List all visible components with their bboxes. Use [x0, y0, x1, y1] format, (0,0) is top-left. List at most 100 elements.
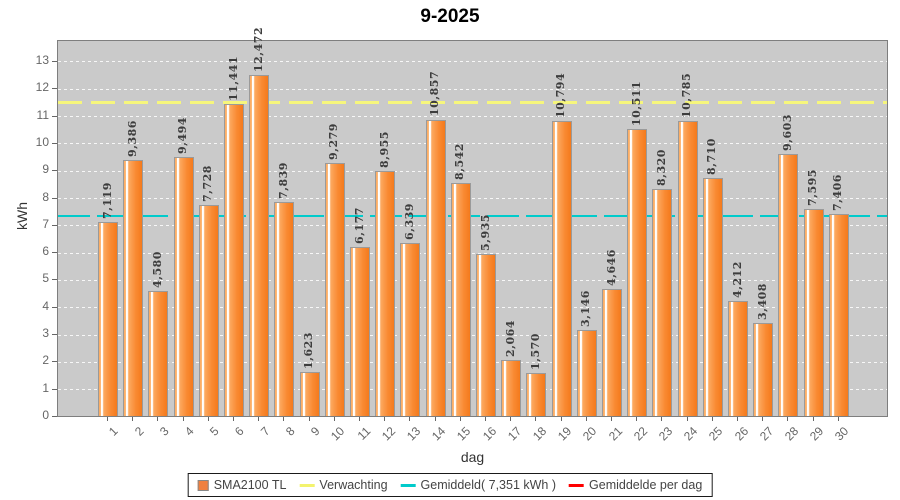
bar-day-26: [728, 300, 748, 416]
x-axis-tick-label: 30: [832, 424, 852, 444]
x-axis-tick: [434, 417, 436, 421]
y-axis-tick-label: 1: [42, 380, 49, 395]
bar-value-label: 7,728: [201, 164, 215, 202]
bar-day-12: [375, 171, 396, 416]
y-axis-title: kWh: [14, 202, 30, 230]
x-axis-tick: [132, 417, 134, 421]
bar-value-label: 4,580: [150, 250, 164, 288]
x-axis-tick-label: 18: [529, 424, 550, 444]
x-axis-tick-label: 22: [630, 424, 651, 444]
bar-value-label: 5,935: [478, 213, 492, 251]
y-axis-tick-label: 8: [42, 189, 49, 204]
y-axis-tick: [52, 334, 57, 336]
x-axis-tick-label: 28: [781, 424, 802, 444]
x-axis-tick-label: 23: [655, 424, 676, 444]
x-axis-tick-label: 14: [429, 424, 449, 444]
x-axis-tick: [207, 417, 209, 421]
x-axis-tick: [459, 417, 461, 421]
y-axis-tick-label: 11: [36, 107, 49, 122]
bar-value-label: 7,119: [100, 181, 114, 219]
chart-title: 9-2025: [420, 6, 480, 27]
bar-value-label: 9,386: [125, 119, 139, 157]
x-axis-tick: [384, 417, 386, 421]
legend-item: Gemiddelde per dag: [569, 478, 702, 492]
bar-day-4: [173, 156, 194, 416]
bar-day-8: [274, 201, 295, 416]
x-axis-tick: [359, 417, 360, 421]
bar-day-22: [627, 128, 648, 416]
x-axis-tick-label: 19: [555, 424, 575, 444]
bar-value-label: 2,064: [503, 319, 517, 357]
legend-label: SMA2100 TL: [213, 478, 287, 492]
gridline: [58, 88, 887, 90]
bar-day-11: [350, 247, 370, 416]
bar-value-label: 9,603: [780, 113, 794, 151]
y-axis-tick-label: 2: [42, 353, 49, 368]
legend-item: SMA2100 TL: [197, 478, 287, 492]
bar-value-label: 4,646: [604, 249, 618, 287]
x-axis-tick: [157, 417, 159, 421]
bar-value-label: 8,710: [705, 138, 719, 176]
x-axis-tick: [258, 417, 260, 421]
gridline: [58, 225, 887, 227]
x-axis-tick: [762, 417, 764, 421]
bar-day-13: [400, 242, 421, 416]
x-axis-tick: [485, 417, 486, 421]
y-axis-tick: [52, 197, 57, 199]
bar-day-1: [98, 221, 118, 416]
bar-value-label: 6,339: [402, 202, 416, 240]
x-axis-tick-label: 26: [731, 424, 751, 444]
x-axis-tick-label: 15: [454, 424, 474, 444]
x-axis-tick: [333, 417, 335, 421]
x-axis-tick: [182, 417, 184, 421]
bar-value-label: 3,146: [579, 290, 593, 328]
y-axis-tick-label: 3: [42, 326, 49, 341]
legend-label: Gemiddeld( 7,351 kWh ): [420, 478, 557, 492]
x-axis-tick: [308, 417, 310, 421]
x-axis-tick: [611, 417, 612, 421]
x-axis-title: dag: [460, 449, 485, 465]
bar-value-label: 11,441: [226, 55, 240, 101]
y-axis-tick-label: 12: [35, 80, 49, 95]
x-axis-tick-label: 24: [681, 424, 701, 444]
bar-day-2: [123, 159, 144, 416]
x-axis-tick-label: 5: [207, 424, 222, 439]
x-axis-tick: [409, 417, 411, 421]
legend-label: Gemiddelde per dag: [589, 478, 703, 492]
bar-day-16: [476, 253, 496, 416]
gridline: [58, 143, 887, 145]
bar-day-25: [702, 178, 723, 416]
x-axis-tick: [510, 417, 512, 421]
legend-item: Verwachting: [299, 478, 388, 492]
bar-day-7: [249, 75, 270, 416]
bar-value-label: 7,406: [831, 173, 845, 211]
y-axis-tick: [52, 88, 57, 90]
y-axis-tick-label: 4: [42, 298, 49, 313]
legend-square-swatch: [197, 479, 209, 491]
x-axis-tick: [812, 417, 814, 421]
bar-value-label: 9,279: [327, 122, 341, 160]
bar-value-label: 8,955: [377, 131, 391, 169]
x-axis-tick-label: 13: [403, 424, 424, 444]
gridline: [58, 389, 887, 391]
y-axis-tick: [52, 306, 57, 308]
x-axis-tick-label: 21: [605, 424, 625, 444]
gridline: [58, 170, 887, 172]
x-axis-tick: [560, 417, 562, 421]
y-axis-tick-label: 9: [42, 162, 49, 177]
y-axis-tick-label: 13: [35, 52, 49, 67]
gridline: [58, 61, 887, 63]
y-axis-tick: [52, 361, 57, 363]
legend-item: Gemiddeld( 7,351 kWh ): [400, 478, 557, 492]
y-axis-tick: [52, 142, 57, 144]
gridline: [58, 116, 887, 118]
bar-value-label: 1,570: [528, 333, 542, 371]
x-axis-tick-label: 10: [328, 424, 348, 444]
y-axis-tick: [52, 388, 57, 390]
x-axis-tick-label: 7: [257, 424, 273, 439]
verwachting-line: [58, 101, 887, 105]
bar-day-27: [753, 322, 774, 416]
bar-day-18: [526, 373, 547, 416]
bar-value-label: 10,857: [428, 71, 442, 117]
